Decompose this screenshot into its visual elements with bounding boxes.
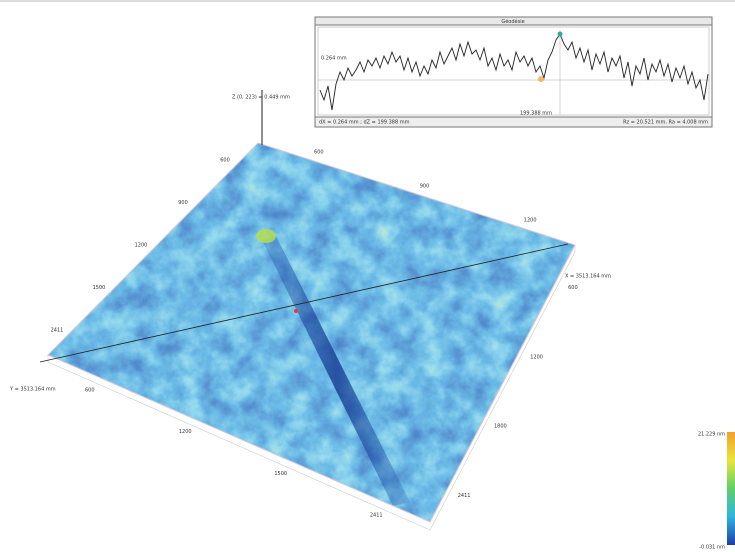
tick-label: 1200 xyxy=(530,354,543,360)
surface-edge xyxy=(47,142,576,523)
groove-peak xyxy=(256,229,276,243)
profile-titlebar xyxy=(314,16,713,26)
tick-label: 1800 xyxy=(494,424,507,430)
tick-label: 1500 xyxy=(93,285,106,291)
axis-x xyxy=(39,243,569,363)
profile-window: Géodésie 0.264 mm 199.388 mm dX = 0.264 … xyxy=(314,16,713,128)
tick-label: 2411 xyxy=(458,493,471,499)
x-axis-label: X = 3513.164 mm xyxy=(565,274,611,280)
profile-title: Géodésie xyxy=(501,18,524,25)
colorbar-min: -0.031 nm xyxy=(699,545,725,551)
profile-z-label: 0.264 mm xyxy=(321,56,347,62)
base-frame xyxy=(47,245,576,531)
tick-label: 1500 xyxy=(274,471,287,477)
tick-label: 900 xyxy=(420,184,430,190)
profile-marker-a xyxy=(538,76,544,82)
colorbar-max: 21.229 nm xyxy=(698,432,725,438)
profile-footer-right: Rz = 20.521 mm, Ra = 4.008 mm xyxy=(623,120,708,126)
tick-label: 600 xyxy=(85,387,95,393)
groove xyxy=(262,236,410,506)
tick-label: 1200 xyxy=(179,429,192,435)
tick-label: 600 xyxy=(220,158,230,164)
tick-label: 2411 xyxy=(370,513,383,519)
profile-plot xyxy=(317,26,710,116)
tick-label: 2411 xyxy=(51,327,64,333)
z-axis-label: Z (0, 223) = 0.449 mm xyxy=(232,95,290,101)
y-axis-label: Y = 3513.164 mm xyxy=(9,387,56,393)
profile-statusbar xyxy=(314,116,713,128)
origin xyxy=(294,309,298,313)
tick-labels: 600 900 1200 1500 2411 600 900 1200 600 1200 1500 2… xyxy=(51,150,578,519)
profile-x-label: 199.388 mm xyxy=(520,111,552,117)
profile-curve xyxy=(319,33,709,111)
profile-footer-left: dX = 0.264 mm ; dZ = 199.388 mm xyxy=(319,120,410,126)
tick-label: 600 xyxy=(568,285,578,291)
tick-label: 1200 xyxy=(524,218,537,224)
tick-label: 900 xyxy=(178,200,188,206)
tick-label: 600 xyxy=(314,150,324,156)
profile-marker-b xyxy=(557,31,563,37)
tick-label: 1200 xyxy=(135,243,148,249)
colorbar xyxy=(727,432,735,545)
